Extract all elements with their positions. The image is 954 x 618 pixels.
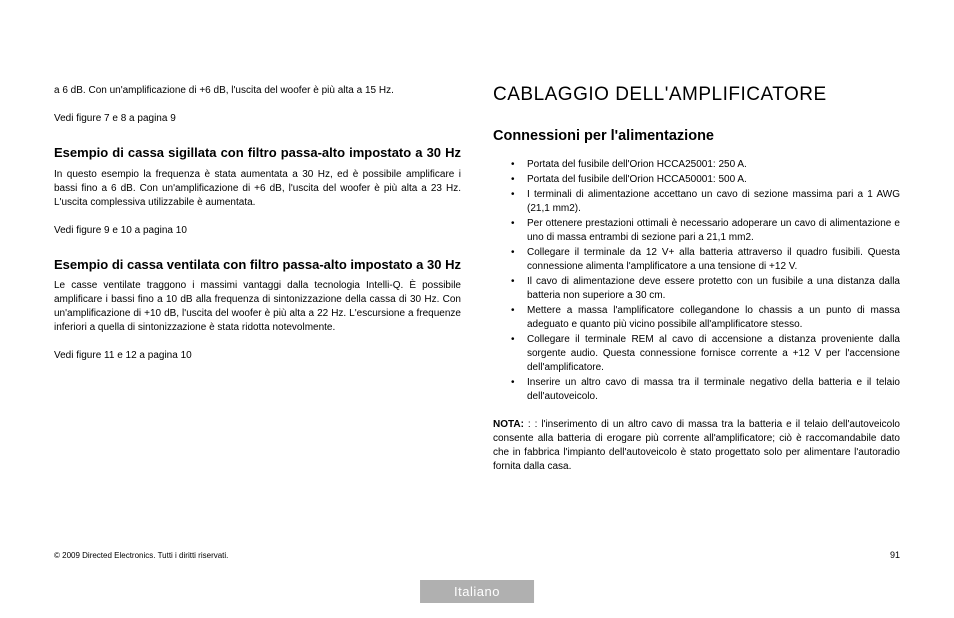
note-text: : : l'inserimento di un altro cavo di ma… bbox=[493, 419, 900, 472]
page-number: 91 bbox=[890, 550, 900, 560]
note-label: NOTA: bbox=[493, 419, 524, 430]
right-column: CABLAGGIO DELL'AMPLIFICATORE Connessioni… bbox=[493, 84, 900, 488]
list-item: Portata del fusibile dell'Orion HCCA2500… bbox=[493, 158, 900, 172]
note-paragraph: NOTA: : : l'inserimento di un altro cavo… bbox=[493, 418, 900, 474]
example-heading-sealed: Esempio di cassa sigillata con filtro pa… bbox=[54, 144, 461, 162]
figure-ref-3: Vedi figure 11 e 12 a pagina 10 bbox=[54, 349, 461, 363]
example-heading-vented: Esempio di cassa ventilata con filtro pa… bbox=[54, 256, 461, 274]
figure-ref-1: Vedi figure 7 e 8 a pagina 9 bbox=[54, 112, 461, 126]
left-column: a 6 dB. Con un'amplificazione di +6 dB, … bbox=[54, 84, 461, 488]
language-tab: Italiano bbox=[420, 580, 534, 603]
page-content: a 6 dB. Con un'amplificazione di +6 dB, … bbox=[0, 0, 954, 488]
list-item: Mettere a massa l'amplificatore collegan… bbox=[493, 304, 900, 332]
example-paragraph-vented: Le casse ventilate traggono i massimi va… bbox=[54, 279, 461, 335]
list-item: Inserire un altro cavo di massa tra il t… bbox=[493, 376, 900, 404]
figure-ref-2: Vedi figure 9 e 10 a pagina 10 bbox=[54, 224, 461, 238]
example-paragraph-sealed: In questo esempio la frequenza è stata a… bbox=[54, 168, 461, 210]
copyright-text: © 2009 Directed Electronics. Tutti i dir… bbox=[54, 551, 228, 560]
list-item: Per ottenere prestazioni ottimali è nece… bbox=[493, 217, 900, 245]
list-item: Collegare il terminale REM al cavo di ac… bbox=[493, 333, 900, 375]
list-item: Il cavo di alimentazione deve essere pro… bbox=[493, 275, 900, 303]
section-title: CABLAGGIO DELL'AMPLIFICATORE bbox=[493, 84, 900, 106]
list-item: Portata del fusibile dell'Orion HCCA5000… bbox=[493, 173, 900, 187]
subsection-title: Connessioni per l'alimentazione bbox=[493, 128, 900, 144]
list-item: I terminali di alimentazione accettano u… bbox=[493, 188, 900, 216]
list-item: Collegare il terminale da 12 V+ alla bat… bbox=[493, 246, 900, 274]
intro-paragraph: a 6 dB. Con un'amplificazione di +6 dB, … bbox=[54, 84, 461, 98]
power-connections-list: Portata del fusibile dell'Orion HCCA2500… bbox=[493, 158, 900, 404]
